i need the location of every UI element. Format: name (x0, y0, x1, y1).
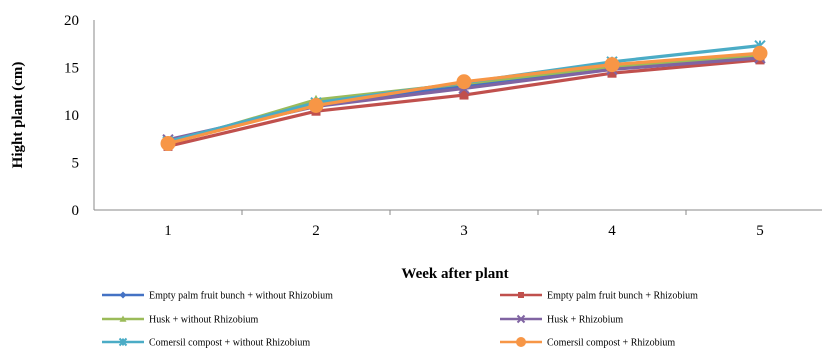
x-tick-label: 4 (608, 223, 616, 239)
legend-item: Comersil compost + Rhizobium (500, 337, 675, 348)
legend-label: Comersil compost + Rhizobium (547, 338, 675, 348)
x-axis-ticks: 1 2 3 4 5 (164, 210, 764, 239)
legend-item: Comersil compost + without Rhizobium (102, 338, 310, 348)
y-axis-title: Hight plant (cm) (10, 62, 26, 169)
y-tick-label: 10 (64, 108, 79, 124)
chart-legend: Empty palm fruit bunch + without Rhizobi… (102, 291, 698, 348)
data-point (604, 57, 620, 73)
legend-marker (516, 314, 526, 324)
legend-item: Husk + without Rhizobium (102, 315, 258, 326)
legend-marker (516, 337, 526, 347)
legend-marker (118, 337, 128, 347)
y-tick-label: 5 (72, 156, 80, 172)
y-tick-label: 20 (64, 13, 79, 29)
legend-marker (518, 292, 524, 298)
legend-label: Comersil compost + without Rhizobium (149, 338, 310, 348)
x-tick-label: 3 (460, 223, 468, 239)
legend-label: Husk + without Rhizobium (149, 315, 258, 326)
x-axis-title: Week after plant (401, 266, 508, 282)
legend-item: Husk + Rhizobium (500, 315, 623, 326)
legend-label: Husk + Rhizobium (547, 315, 623, 326)
series-2 (163, 55, 765, 151)
series-line (167, 58, 761, 148)
legend-item: Empty palm fruit bunch + without Rhizobi… (102, 291, 333, 302)
y-tick-label: 0 (72, 203, 80, 219)
y-tick-label: 15 (64, 61, 79, 77)
y-axis-ticks: 0 5 10 15 20 (64, 13, 79, 219)
legend-label: Empty palm fruit bunch + without Rhizobi… (149, 291, 333, 302)
legend-marker (119, 315, 127, 322)
legend-item: Empty palm fruit bunch + Rhizobium (500, 291, 698, 302)
data-point (607, 68, 617, 78)
series-lines (160, 39, 768, 151)
data-point (160, 136, 176, 151)
legend-label: Empty palm fruit bunch + Rhizobium (547, 291, 698, 302)
x-tick-label: 5 (756, 223, 764, 239)
x-tick-label: 2 (312, 223, 320, 239)
series-6 (160, 45, 768, 151)
data-point (459, 90, 469, 100)
data-point (752, 45, 768, 61)
data-point (456, 74, 472, 90)
chart-axes (93, 20, 822, 211)
x-tick-label: 1 (164, 223, 172, 239)
data-point (308, 98, 324, 113)
legend-marker (119, 291, 127, 299)
